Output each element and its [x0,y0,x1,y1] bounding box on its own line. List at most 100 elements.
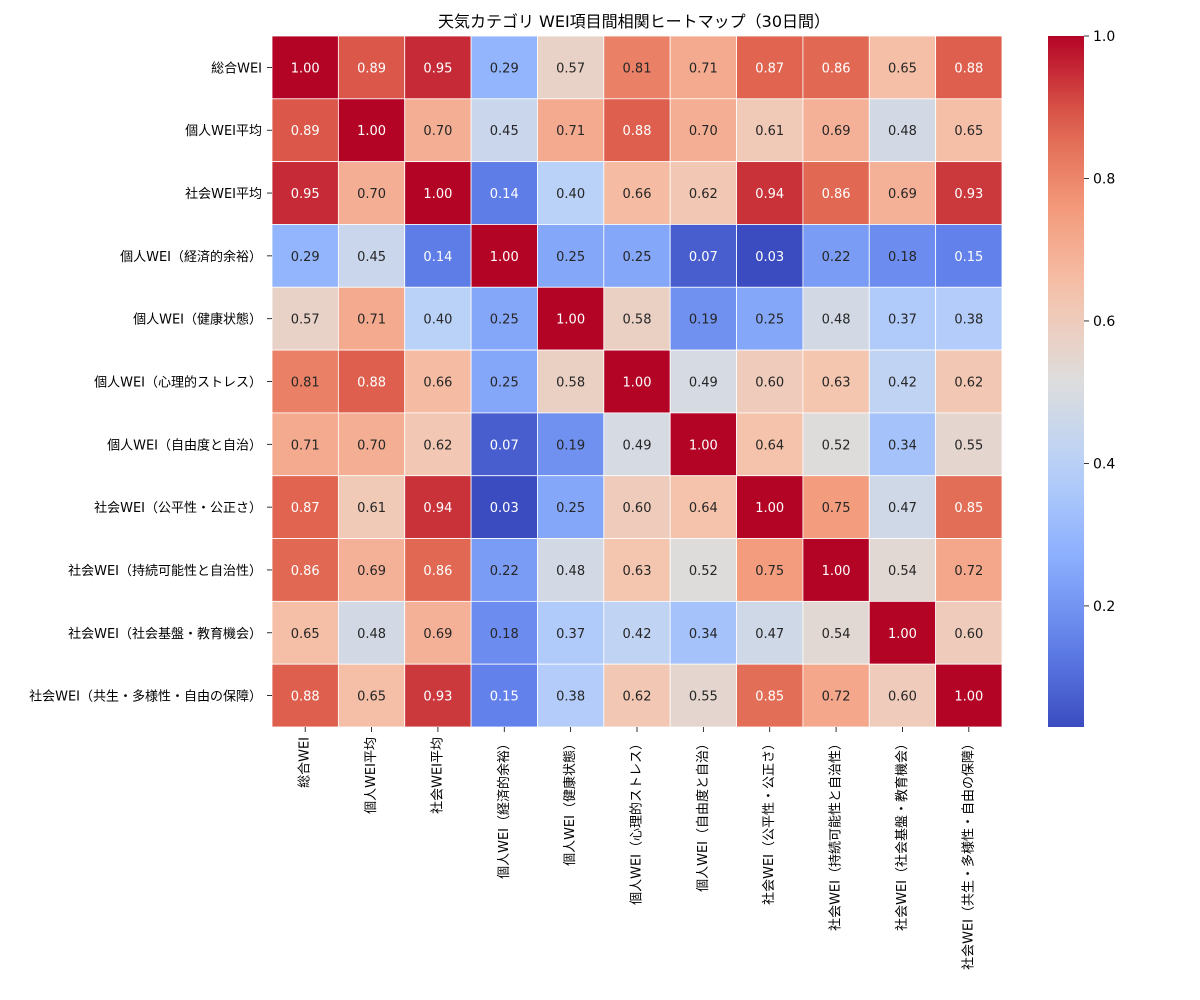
column-label: 個人WEI平均 [364,737,379,814]
cell-value-label: 0.86 [423,564,452,579]
heatmap-cell [736,663,804,728]
cell-value-label: 0.03 [490,501,519,516]
row-label: 総合WEI [211,61,262,76]
cell-value-label: 0.89 [291,124,320,139]
cell-value-label: 0.45 [490,124,519,139]
heatmap-cell [669,224,737,288]
heatmap-cell [271,475,339,539]
column-labels: 総合WEI 個人WEI平均 社会WEI平均 個人WEI（経済的余裕） 個人WEI（健康状… [298,727,976,970]
heatmap-cell [603,35,671,100]
heatmap-cell [470,35,538,100]
heatmap-cell [537,98,605,163]
heatmap-cell [404,600,472,665]
heatmap-cell [271,161,339,225]
cell-value-label: 0.25 [556,501,585,516]
heatmap-cell [935,349,1003,414]
cell-value-label: 0.49 [623,438,652,453]
heatmap-cell [669,538,737,602]
heatmap-cell [603,538,671,602]
heatmap-cell [935,663,1003,728]
heatmap-cell [736,412,804,477]
cell-value-label: 0.60 [954,627,983,642]
cell-value-label: 0.87 [755,61,784,76]
cell-value-label: 0.54 [822,627,851,642]
cell-value-label: 0.22 [490,564,519,579]
cell-value-label: 0.64 [689,501,718,516]
cell-value-label: 0.48 [822,313,851,328]
column-label: 個人WEI（健康状態） [562,737,578,866]
heatmap-cell [603,286,671,351]
cell-value-label: 0.58 [556,376,585,391]
cell-value-label: 0.29 [291,250,320,265]
cell-value-label: 0.70 [689,124,718,139]
cell-value-label: 0.60 [623,501,652,516]
cell-value-label: 0.63 [822,376,851,391]
heatmap-cell [271,600,339,665]
cell-value-label: 0.15 [954,250,983,265]
row-label: 社会WEI（共生・多様性・自由の保障） [29,689,262,705]
heatmap-cell [802,98,870,163]
heatmap-cell [470,224,538,288]
cell-value-label: 0.86 [822,187,851,202]
column-label: 社会WEI（共生・多様性・自由の保障） [960,737,976,970]
cell-value-label: 0.69 [357,564,386,579]
heatmap-cell [337,224,406,288]
heatmap-cell [337,35,406,100]
cell-value-label: 0.07 [689,250,718,265]
row-label: 社会WEI（公平性・公正さ） [94,500,262,516]
cell-value-label: 0.25 [490,376,519,391]
heatmap-cell [603,600,671,665]
cell-value-label: 0.15 [490,690,519,705]
cell-value-label: 0.81 [291,376,320,391]
cell-value-label: 0.18 [490,627,519,642]
cell-value-label: 0.81 [623,61,652,76]
cell-value-label: 0.19 [556,438,585,453]
cell-value-label: 0.63 [623,564,652,579]
column-label: 社会WEI（持続可能性と自治性） [828,737,844,931]
cell-value-label: 1.00 [954,690,983,705]
cell-value-label: 0.89 [357,61,386,76]
heatmap-cell [669,98,737,163]
heatmap-cell [271,286,339,351]
cell-value-label: 0.65 [888,61,917,76]
cell-value-label: 0.57 [291,313,320,328]
heatmap-cell [802,412,870,477]
cell-value-label: 0.37 [888,313,917,328]
heatmap-cell [802,538,870,602]
cell-value-label: 0.48 [888,124,917,139]
heatmap-cell [337,98,406,163]
cell-value-label: 0.75 [822,501,851,516]
cell-value-label: 0.69 [888,187,917,202]
heatmap-cell [802,349,870,414]
heatmap-cell [868,286,937,351]
heatmap-cell [404,161,472,225]
cell-value-label: 0.75 [755,564,784,579]
heatmap-cell [802,161,870,225]
cell-value-label: 0.62 [954,376,983,391]
column-label: 個人WEI（自由度と自治） [695,737,711,892]
cell-value-label: 0.94 [423,501,452,516]
cell-value-label: 0.47 [755,627,784,642]
row-label: 社会WEI（持続可能性と自治性） [68,563,262,579]
cell-value-label: 0.85 [755,690,784,705]
cell-value-label: 0.93 [954,187,983,202]
column-label: 個人WEI（心理的ストレス） [629,737,645,905]
heatmap-cell [537,600,605,665]
heatmap-cell [337,475,406,539]
heatmap-cell [404,35,472,100]
heatmap-cell [271,663,339,728]
heatmap-cell [868,412,937,477]
colorbar-gradient [1048,36,1084,727]
heatmap-cell [868,475,937,539]
column-label: 社会WEI（公平性・公正さ） [761,737,777,905]
cell-value-label: 0.66 [423,376,452,391]
cell-value-label: 0.65 [357,690,386,705]
heatmap-cell [603,161,671,225]
column-label: 総合WEI [298,737,313,788]
cell-value-label: 0.37 [556,627,585,642]
row-label: 社会WEI（社会基盤・教育機会） [68,626,262,642]
heatmap-cell [868,538,937,602]
heatmap-cell [271,349,339,414]
heatmap-cell [337,663,406,728]
